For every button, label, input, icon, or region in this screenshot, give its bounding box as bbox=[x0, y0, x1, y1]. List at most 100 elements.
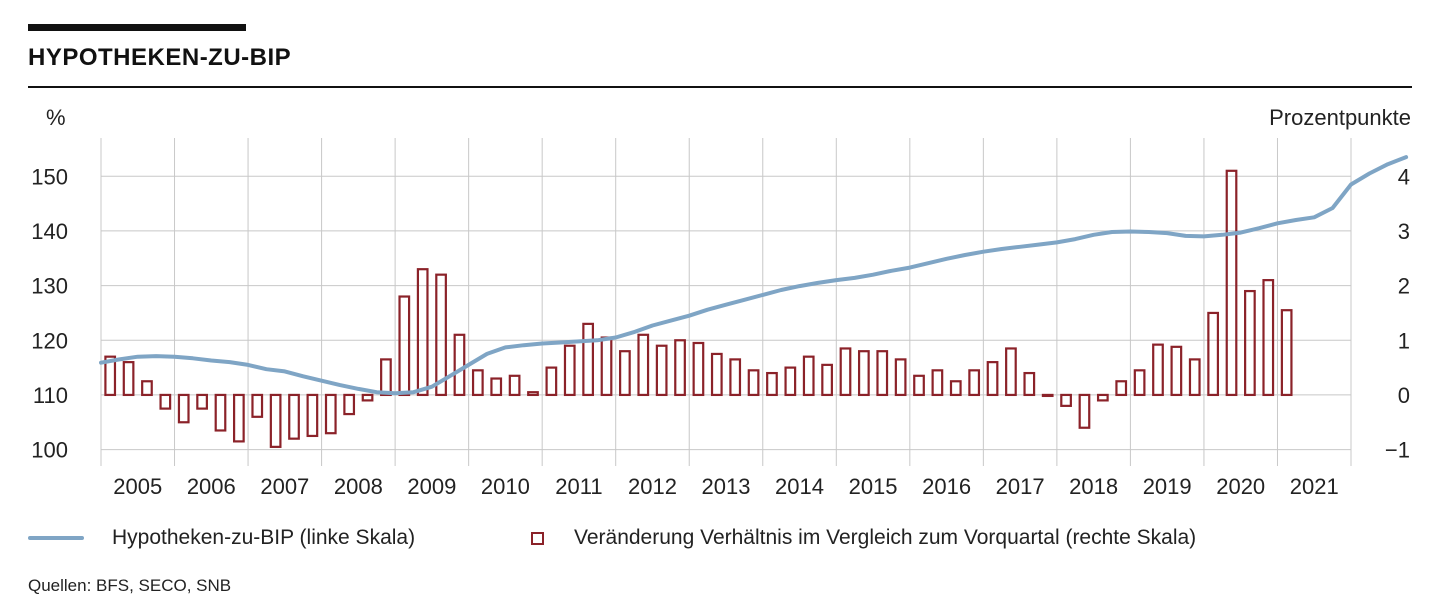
x-tick-label-2021: 2021 bbox=[1290, 474, 1339, 499]
bar-26 bbox=[582, 322, 595, 397]
left-tick-label-100: 100 bbox=[31, 438, 68, 463]
legend-item-line: Hypotheken-zu-BIP (linke Skala) bbox=[28, 526, 415, 550]
mortgage-to-gdp-line bbox=[99, 155, 1409, 396]
x-tick-label-2020: 2020 bbox=[1216, 474, 1265, 499]
bar-0 bbox=[104, 355, 117, 397]
right-tick-label-4: 3 bbox=[1398, 219, 1410, 244]
bar-31 bbox=[674, 339, 686, 397]
x-tick-label-2006: 2006 bbox=[187, 474, 236, 499]
bar-40 bbox=[839, 347, 852, 397]
bar-series bbox=[104, 169, 1293, 448]
bar-50 bbox=[1023, 371, 1036, 397]
bar-12 bbox=[324, 393, 337, 435]
x-tick-label-2009: 2009 bbox=[407, 474, 456, 499]
x-tick-label-2013: 2013 bbox=[702, 474, 751, 499]
left-tick-label-130: 130 bbox=[31, 274, 68, 299]
x-tick-label-2010: 2010 bbox=[481, 474, 530, 499]
right-tick-label-0: −1 bbox=[1385, 438, 1410, 463]
x-tick-label-2019: 2019 bbox=[1143, 474, 1192, 499]
x-tick-label-2017: 2017 bbox=[996, 474, 1045, 499]
bar-42 bbox=[876, 350, 889, 397]
x-tick-label-2015: 2015 bbox=[849, 474, 898, 499]
bar-46 bbox=[949, 380, 962, 397]
axes: 100 110 120 130 140 150 −1 0 1 2 3 4% Prozentpunkte 2… bbox=[31, 105, 1411, 499]
bar-30 bbox=[655, 344, 668, 397]
bar-13 bbox=[343, 393, 356, 416]
legend-line-label: Hypotheken-zu-BIP (linke Skala) bbox=[112, 526, 416, 549]
bar-19 bbox=[453, 333, 466, 397]
bar-54 bbox=[1096, 393, 1109, 402]
bar-44 bbox=[913, 374, 925, 397]
bar-15 bbox=[380, 358, 392, 397]
bar-2 bbox=[141, 380, 153, 397]
legend-item-bar: Veränderung Verhältnis im Vergleich zum … bbox=[531, 526, 1196, 550]
bar-33 bbox=[710, 352, 723, 397]
x-tick-label-2007: 2007 bbox=[260, 474, 309, 499]
bar-55 bbox=[1115, 380, 1128, 397]
bar-56 bbox=[1133, 369, 1146, 397]
left-tick-label-140: 140 bbox=[31, 219, 68, 244]
bar-21 bbox=[490, 377, 503, 397]
x-tick-label-2011: 2011 bbox=[555, 474, 602, 499]
bar-23 bbox=[527, 391, 539, 397]
left-axis-label: % bbox=[46, 105, 66, 130]
bar-18 bbox=[435, 273, 447, 397]
bar-4 bbox=[177, 393, 190, 424]
bar-1 bbox=[122, 361, 135, 397]
legend-bar-swatch bbox=[531, 531, 544, 545]
bar-34 bbox=[729, 358, 742, 397]
left-tick-label-120: 120 bbox=[31, 328, 68, 353]
bar-41 bbox=[857, 350, 870, 397]
bar-28 bbox=[619, 350, 631, 397]
bar-11 bbox=[306, 393, 319, 438]
left-tick-label-150: 150 bbox=[31, 164, 68, 189]
bar-22 bbox=[508, 374, 521, 397]
bar-64 bbox=[1280, 309, 1293, 397]
bar-62 bbox=[1244, 289, 1256, 397]
legend-line-swatch bbox=[28, 536, 84, 540]
bar-25 bbox=[563, 344, 576, 397]
bar-51 bbox=[1041, 393, 1054, 398]
bar-8 bbox=[251, 393, 264, 418]
bar-10 bbox=[288, 393, 300, 440]
right-tick-label-3: 2 bbox=[1398, 274, 1410, 299]
x-tick-label-2005: 2005 bbox=[113, 474, 162, 499]
right-tick-label-1: 0 bbox=[1398, 383, 1410, 408]
bar-35 bbox=[747, 369, 760, 397]
title-accent-bar bbox=[28, 24, 246, 31]
bar-14 bbox=[361, 393, 374, 402]
right-tick-label-2: 1 bbox=[1398, 328, 1410, 353]
bar-5 bbox=[196, 393, 208, 410]
bar-37 bbox=[784, 366, 797, 397]
bar-7 bbox=[232, 393, 245, 443]
left-tick-label-110: 110 bbox=[33, 383, 68, 408]
bar-38 bbox=[802, 355, 815, 397]
bar-6 bbox=[214, 393, 227, 432]
x-tick-label-2016: 2016 bbox=[922, 474, 971, 499]
bar-9 bbox=[269, 393, 282, 448]
bar-3 bbox=[159, 393, 172, 410]
bar-57 bbox=[1152, 343, 1164, 397]
bar-20 bbox=[471, 369, 484, 397]
bar-43 bbox=[894, 358, 907, 397]
x-tick-label-2008: 2008 bbox=[334, 474, 383, 499]
bar-59 bbox=[1188, 358, 1201, 397]
bar-32 bbox=[692, 341, 705, 397]
bar-29 bbox=[637, 333, 650, 397]
bar-63 bbox=[1262, 279, 1275, 397]
bar-36 bbox=[766, 371, 778, 397]
bar-16 bbox=[398, 295, 411, 397]
bar-48 bbox=[986, 361, 999, 397]
source-note: Quellen: BFS, SECO, SNB bbox=[28, 576, 232, 595]
bar-60 bbox=[1207, 311, 1220, 397]
bar-27 bbox=[600, 336, 613, 397]
bar-49 bbox=[1005, 347, 1017, 397]
bar-45 bbox=[931, 369, 944, 397]
bar-17 bbox=[416, 268, 429, 397]
line-series bbox=[99, 155, 1409, 396]
legend-bar-label: Veränderung Verhältnis im Vergleich zum … bbox=[574, 526, 1197, 549]
right-axis-label: Prozentpunkte bbox=[1269, 105, 1411, 130]
bar-24 bbox=[545, 366, 558, 397]
right-tick-label-5: 4 bbox=[1398, 164, 1410, 189]
title-rule bbox=[28, 86, 1412, 88]
